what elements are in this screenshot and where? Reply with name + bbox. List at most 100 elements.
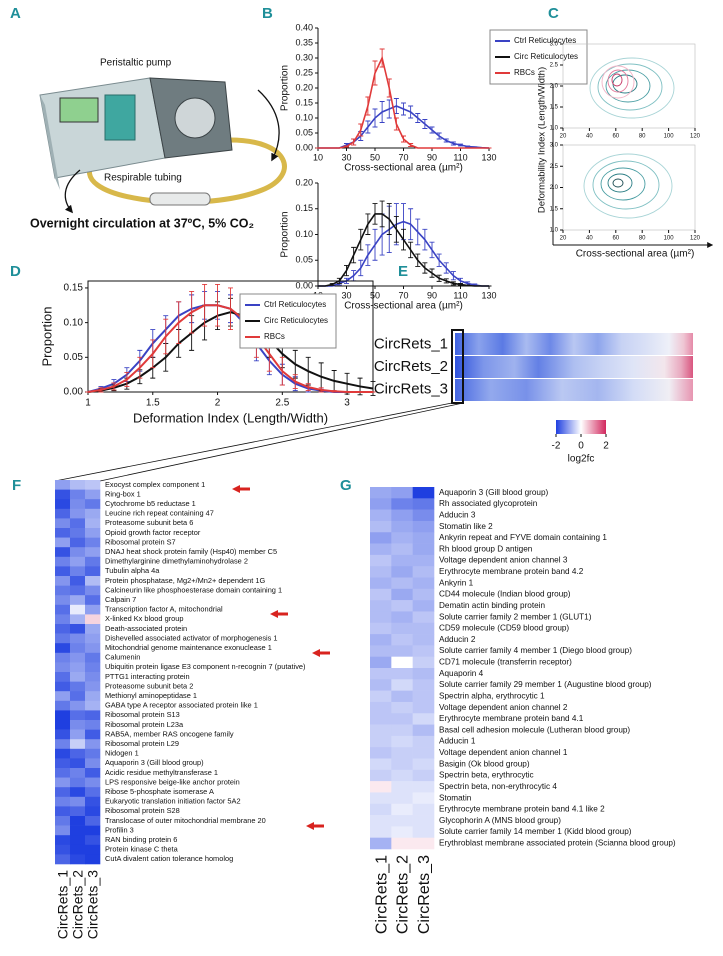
- heatmap-cell: [70, 624, 86, 634]
- heatmap-cell: [412, 792, 435, 805]
- x-tick-label: 70: [398, 153, 408, 163]
- row-label: DNAJ heat shock protein family (Hsp40) m…: [105, 547, 277, 556]
- heatmap-cell: [70, 806, 86, 817]
- heatmap-cell: [370, 747, 392, 759]
- y-tick-label: 0.05: [295, 255, 313, 265]
- heatmap-cell: [70, 585, 86, 596]
- heatmap-cell: [370, 656, 392, 669]
- colorbar: [556, 420, 606, 434]
- heatmap-cell: [370, 758, 392, 771]
- error-bar: [393, 117, 399, 131]
- error-bar: [137, 356, 143, 379]
- error-bar: [351, 246, 357, 264]
- heatmap-cell: [391, 543, 413, 556]
- heatmap-cell: [55, 710, 71, 721]
- heatmap-cell: [70, 489, 86, 500]
- heatmap-cell: [370, 498, 392, 510]
- heatmap-cell: [55, 585, 71, 596]
- pump-side: [40, 95, 60, 190]
- row-label: CircRets_2: [374, 358, 448, 375]
- heatmap-cell: [412, 543, 435, 556]
- heatmap-cell: [412, 622, 435, 635]
- heatmap-cell: [70, 499, 86, 510]
- heatmap-cell: [370, 645, 392, 657]
- y-tick-label: 2.0: [550, 84, 559, 90]
- heatmap-cell: [412, 803, 435, 816]
- heatmap-cell: [412, 645, 435, 657]
- heatmap-cell: [391, 724, 413, 737]
- row-label: Adducin 3: [439, 510, 476, 519]
- row-label: Basigin (Ok blood group): [439, 759, 530, 768]
- row-label: Acidic residue methyltransferase 1: [105, 768, 218, 777]
- heatmap-cell: [370, 792, 392, 805]
- legend-label: Circ Reticulocytes: [514, 52, 578, 61]
- heatmap-cell: [85, 652, 101, 663]
- error-bar: [351, 270, 357, 282]
- row-label: Solute carrier family 2 member 1 (GLUT1): [439, 612, 592, 621]
- heatmap-cell: [370, 600, 392, 612]
- heatmap-cell: [412, 577, 435, 590]
- error-bar: [331, 390, 337, 393]
- y-tick-label: 1.5: [550, 206, 559, 212]
- error-bar: [163, 318, 169, 355]
- error-bar: [176, 301, 182, 344]
- error-bar: [358, 259, 364, 277]
- panel-label: D: [10, 263, 21, 280]
- x-tick-label: 120: [690, 235, 701, 241]
- row-label: X-linked Kx blood group: [105, 614, 183, 623]
- row-label: Stomatin: [439, 793, 472, 802]
- heatmap-cell: [70, 672, 86, 682]
- heatmap-cell: [85, 528, 101, 538]
- heatmap-cell: [55, 556, 71, 567]
- heatmap-cell: [55, 528, 71, 538]
- heatmap-cell: [391, 668, 413, 680]
- error-bar: [408, 143, 414, 147]
- y-tick-label: 2.5: [550, 164, 559, 170]
- heatmap-cell: [70, 604, 86, 615]
- y-tick-label: 0.00: [295, 280, 313, 290]
- row-label: LPS responsive beige-like anchor protein: [105, 777, 240, 786]
- row-label: Solute carrier family 29 member 1 (Augus…: [439, 680, 652, 689]
- panel-label: G: [340, 477, 352, 494]
- heatmap-cell: [85, 624, 101, 634]
- tubing-label: Respirable tubing: [104, 173, 182, 184]
- heatmap-cell: [412, 487, 435, 499]
- heatmap-cell: [55, 825, 71, 836]
- heatmap-cell: [55, 720, 71, 730]
- x-axis-label: Cross-sectional area (µm²): [344, 301, 463, 312]
- x-tick-label: 2: [215, 398, 221, 409]
- row-label: CircRets_3: [374, 381, 448, 398]
- panel-label: C: [548, 5, 559, 22]
- heatmap-cell: [70, 576, 86, 586]
- heatmap-cell: [85, 604, 101, 615]
- pump-keypad: [104, 94, 136, 141]
- heatmap-cell: [85, 566, 101, 577]
- x-tick-label: 20: [560, 235, 567, 241]
- heatmap-cell: [370, 566, 392, 578]
- row-label: Proteasome subunit beta 2: [105, 681, 193, 690]
- heatmap-cell: [370, 611, 392, 624]
- heatmap-cell: [85, 547, 101, 558]
- error-bar: [372, 60, 378, 86]
- heatmap-cell: [370, 803, 392, 816]
- legend-label: RBCs: [514, 68, 535, 77]
- heatmap-cell: [412, 611, 435, 624]
- row-label: Spectrin alpha, erythrocytic 1: [439, 691, 545, 700]
- row-label: Rh blood group D antigen: [439, 544, 533, 553]
- heatmap-cell: [85, 614, 101, 625]
- error-bar: [370, 381, 376, 396]
- row-label: Eukaryotic translation initiation factor…: [105, 797, 241, 806]
- error-bar: [386, 78, 392, 98]
- row-label: Mitochondrial genome maintenance exonucl…: [105, 643, 272, 652]
- row-label: Methionyl aminopeptidase 1: [105, 691, 197, 700]
- heatmap-cell: [412, 758, 435, 771]
- error-bar: [436, 253, 442, 267]
- heatmap-cell: [370, 826, 392, 838]
- y-tick-label: 1.5: [550, 105, 559, 111]
- heatmap-row: [455, 356, 693, 378]
- heatmap-cell: [370, 577, 392, 590]
- legend-label: RBCs: [264, 332, 285, 341]
- heatmap-cell: [391, 509, 413, 522]
- error-bar: [408, 208, 414, 241]
- heatmap-cell: [85, 825, 101, 836]
